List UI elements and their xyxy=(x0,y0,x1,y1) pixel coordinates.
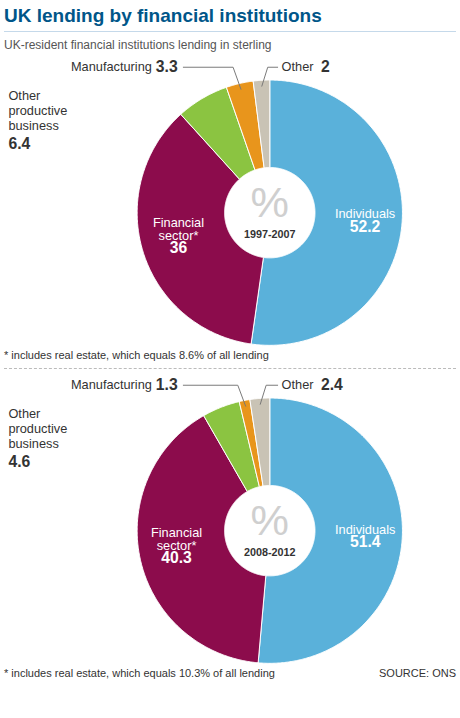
html-text:Financial: Financial xyxy=(151,525,203,541)
svg-text:%: % xyxy=(251,178,289,226)
svg-text:36: 36 xyxy=(170,239,188,256)
svg-text:40.3: 40.3 xyxy=(161,549,192,566)
svg-text:Manufacturing: Manufacturing xyxy=(71,377,152,392)
svg-text:2.4: 2.4 xyxy=(321,376,343,393)
html-text:SOURCE: ONS: SOURCE: ONS xyxy=(379,666,456,679)
html-text:Financial: Financial xyxy=(152,214,204,230)
svg-text:Individuals: Individuals xyxy=(334,206,396,222)
html-text:UK lending by financial instit: UK lending by financial institutions xyxy=(4,5,322,26)
svg-text:52.2: 52.2 xyxy=(350,218,381,235)
svg-text:Other: Other xyxy=(282,59,315,74)
html-text:* includes real estate, which: * includes real estate, which equals 8.6… xyxy=(4,348,269,361)
svg-text:2008-2012: 2008-2012 xyxy=(244,546,296,558)
html-text:UK-resident financial institut: UK-resident financial institutions lendi… xyxy=(4,38,272,52)
svg-text:Otherproductivebusiness: Otherproductivebusiness xyxy=(8,88,67,134)
svg-text:3.3: 3.3 xyxy=(156,58,178,75)
svg-text:Other: Other xyxy=(282,377,315,392)
svg-text:6.4: 6.4 xyxy=(8,135,30,152)
svg-text:1997-2007: 1997-2007 xyxy=(244,228,296,240)
svg-text:1.3: 1.3 xyxy=(156,376,178,393)
svg-text:4.6: 4.6 xyxy=(8,453,30,470)
html-text:* includes real estate, which: * includes real estate, which equals 10.… xyxy=(4,666,275,679)
svg-text:2: 2 xyxy=(321,58,330,75)
svg-text:Otherproductivebusiness: Otherproductivebusiness xyxy=(8,406,67,452)
svg-text:%: % xyxy=(251,495,289,543)
svg-text:Manufacturing: Manufacturing xyxy=(71,59,152,74)
html-text:sector*: sector* xyxy=(158,227,199,243)
html-text:sector*: sector* xyxy=(156,538,197,553)
svg-text:Individuals: Individuals xyxy=(335,521,396,537)
svg-text:51.4: 51.4 xyxy=(350,533,381,550)
